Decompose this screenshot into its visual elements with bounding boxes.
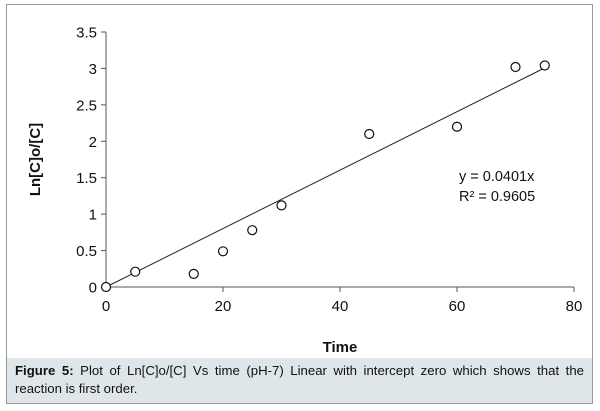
data-point <box>451 121 463 132</box>
y-tick-label: 0.5 <box>76 243 97 260</box>
data-point <box>100 281 112 293</box>
data-point <box>539 60 550 71</box>
caption-label: Figure 5: <box>15 363 74 378</box>
chart: 0 0.5 1 1.5 2 2.5 3 3.5 0 20 40 60 80 Ln[C]o/[C] Tim… <box>27 25 582 357</box>
y-tick-label: 1 <box>89 207 97 224</box>
x-tick-label: 60 <box>449 298 466 315</box>
x-tick-label: 40 <box>332 298 349 315</box>
trendline-r-squared: R² = 0.9605 <box>459 189 535 205</box>
y-tick-label: 3 <box>89 61 97 78</box>
data-points <box>100 60 550 293</box>
figure-frame <box>6 4 593 404</box>
y-tick-label: 0 <box>89 280 97 297</box>
data-point <box>217 246 229 257</box>
trendline <box>105 67 545 288</box>
data-point <box>247 225 258 236</box>
caption-text: Plot of Ln[C]o/[C] Vs time (pH-7) Linear… <box>15 363 585 396</box>
chart-ticks: 0 0.5 1 1.5 2 2.5 3 3.5 0 20 40 60 80 <box>76 25 582 316</box>
trendline-group <box>105 67 545 288</box>
y-tick-label: 3.5 <box>76 25 97 42</box>
data-point <box>130 266 141 277</box>
x-tick-label: 20 <box>215 298 232 315</box>
trendline-equation: y = 0.0401x <box>459 169 535 185</box>
data-point <box>510 61 521 73</box>
x-axis-label: Time <box>323 339 358 356</box>
data-point <box>276 200 287 211</box>
y-tick-label: 1.5 <box>76 170 97 187</box>
y-tick-label: 2.5 <box>76 97 97 114</box>
x-tick-label: 0 <box>102 298 110 315</box>
x-tick-label: 80 <box>566 298 583 315</box>
chart-axes <box>105 32 574 288</box>
data-point <box>188 268 199 279</box>
y-tick-label: 2 <box>89 134 97 151</box>
figure-caption: Figure 5: Plot of Ln[C]o/[C] Vs time (pH… <box>7 358 592 403</box>
data-point <box>364 128 375 140</box>
y-axis-label: Ln[C]o/[C] <box>27 123 44 196</box>
